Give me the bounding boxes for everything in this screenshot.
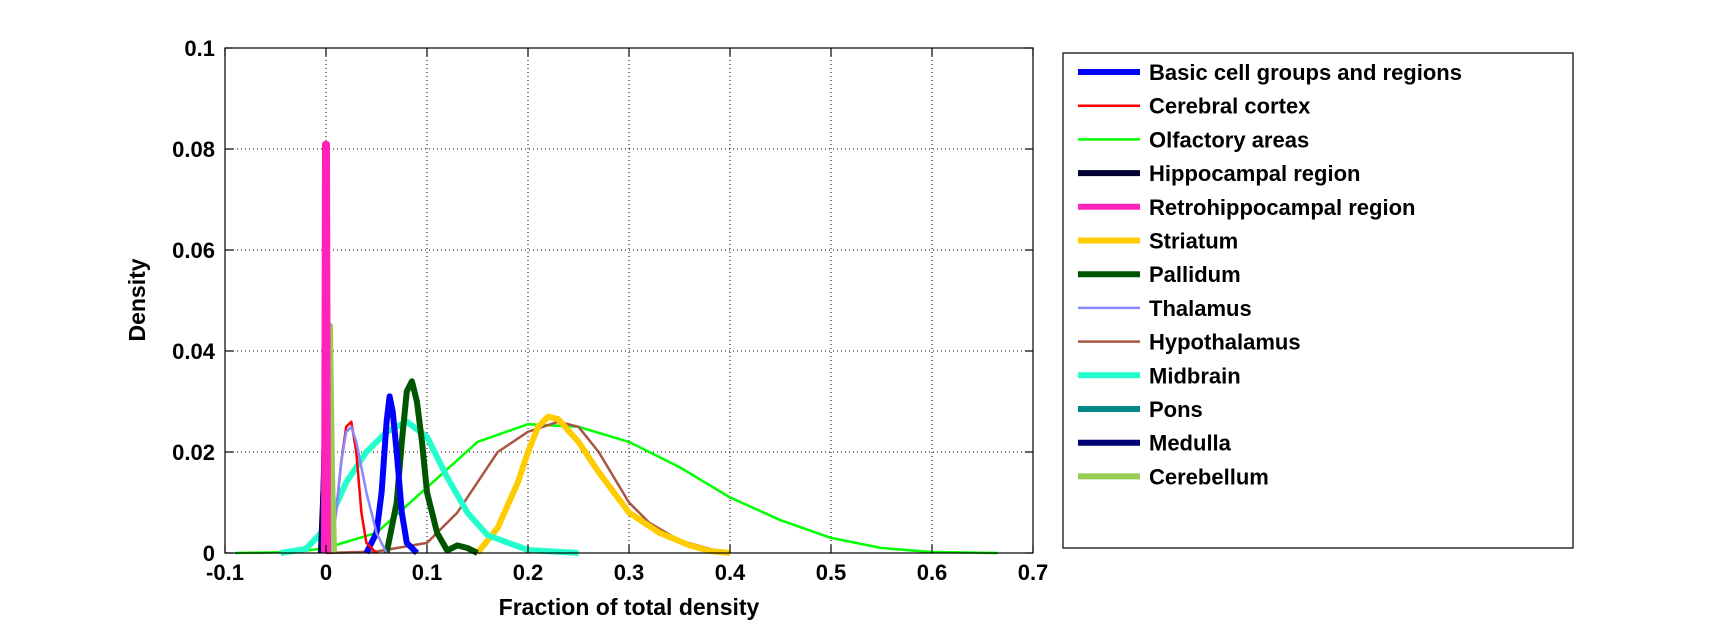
x-tick-label: 0.1 <box>412 560 443 585</box>
y-axis-title: Density <box>124 258 150 341</box>
y-tick-label: 0.04 <box>172 339 216 364</box>
legend-label-retrohippocampal-region: Retrohippocampal region <box>1149 195 1415 220</box>
y-tick-label: 0.08 <box>172 137 215 162</box>
legend-label-hippocampal-region: Hippocampal region <box>1149 161 1360 186</box>
x-tick-label: 0 <box>320 560 332 585</box>
series-line-thalamus <box>329 425 388 554</box>
legend-label-olfactory-areas: Olfactory areas <box>1149 127 1309 152</box>
series-line-basic-cell-groups-and-regions <box>363 393 420 556</box>
legend-label-hypothalamus: Hypothalamus <box>1149 330 1301 355</box>
series-line-striatum <box>475 413 731 556</box>
legend-label-cerebral-cortex: Cerebral cortex <box>1149 94 1311 119</box>
grid <box>225 48 1033 553</box>
y-tick-label: 0.1 <box>184 36 215 61</box>
legend-label-cerebellum: Cerebellum <box>1149 464 1269 489</box>
legend-label-pons: Pons <box>1149 397 1203 422</box>
x-tick-label: -0.1 <box>206 560 244 585</box>
legend-label-basic-cell-groups-and-regions: Basic cell groups and regions <box>1149 60 1462 85</box>
y-tick-label: 0 <box>203 541 215 566</box>
x-tick-label: 0.5 <box>816 560 847 585</box>
axis-ticks <box>224 47 1034 554</box>
legend-box <box>1062 52 1574 549</box>
series-lines <box>235 141 998 556</box>
y-tick-labels: 0 0.02 0.04 0.06 0.08 0.1 <box>172 36 216 566</box>
y-tick-label: 0.06 <box>172 238 215 263</box>
x-tick-label: 0.2 <box>513 560 544 585</box>
x-tick-label: 0.4 <box>715 560 746 585</box>
legend-label-medulla: Medulla <box>1149 431 1232 456</box>
legend-label-midbrain: Midbrain <box>1149 363 1241 388</box>
series-line-pallidum <box>383 378 479 556</box>
legend-label-pallidum: Pallidum <box>1149 262 1241 287</box>
legend: Basic cell groups and regions Cerebral co… <box>1062 52 1574 549</box>
series-line-retrohippocampal-region <box>321 141 331 554</box>
y-tick-label: 0.02 <box>172 440 215 465</box>
legend-label-thalamus: Thalamus <box>1149 296 1252 321</box>
x-tick-label: 0.7 <box>1018 560 1049 585</box>
x-axis-title: Fraction of total density <box>499 594 760 620</box>
x-tick-label: 0.6 <box>917 560 948 585</box>
series-line-olfactory-areas <box>235 422 998 555</box>
x-tick-label: 0.3 <box>614 560 645 585</box>
legend-label-striatum: Striatum <box>1149 229 1238 254</box>
x-tick-labels: -0.1 0 0.1 0.2 0.3 0.4 0.5 0.6 0.7 <box>206 560 1048 585</box>
